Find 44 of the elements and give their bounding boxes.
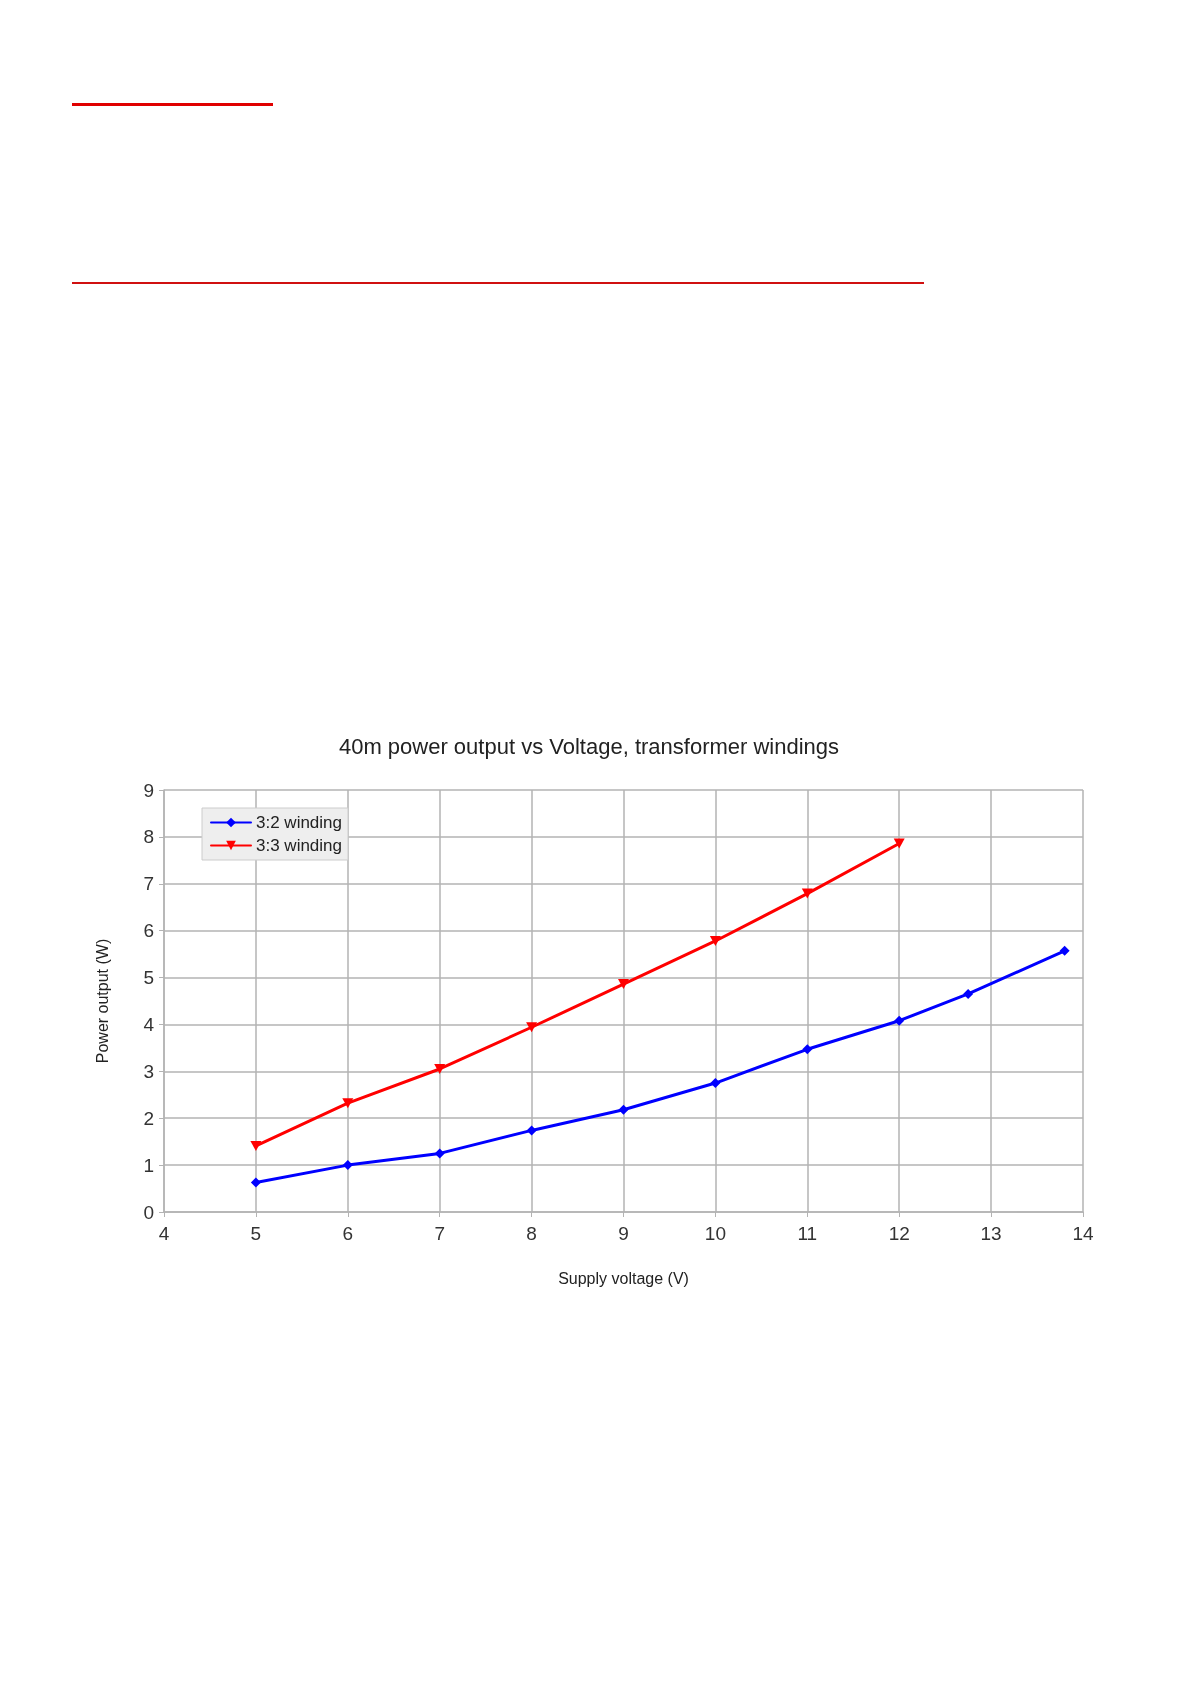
x-tick-label: 6 [342,1223,354,1244]
y-tick-label: 4 [143,1013,155,1035]
point [801,888,813,899]
point [894,1015,905,1026]
x-tick-label: 4 [158,1223,170,1244]
x-tick-label: 14 [1072,1223,1094,1244]
point [618,1104,629,1115]
point [526,1022,538,1033]
y-tick-label: 3 [143,1060,154,1082]
y-tick-label: 2 [143,1107,154,1129]
y-tick-label: 9 [143,779,154,801]
y-tick-label: 1 [143,1154,154,1176]
point [710,1078,721,1089]
x-tick-label: 12 [888,1223,910,1244]
y-tick-label: 7 [143,873,154,895]
y-tick-label: 5 [143,967,154,989]
chart-title: 40m power output vs Voltage, transformer windings [338,733,840,759]
point [526,1125,537,1136]
point [250,1177,261,1188]
x-tick-label: 11 [797,1223,818,1244]
point [618,979,629,990]
point [250,1140,262,1151]
x-tick-label: 13 [980,1223,1002,1244]
x-tick-label: 10 [704,1223,726,1244]
x-tick-label: 8 [526,1223,537,1244]
legend-label: 3:3 winding [256,836,343,855]
y-tick-label: 6 [143,920,154,942]
x-tick-label: 9 [618,1223,629,1244]
point [709,935,721,946]
point [1059,945,1070,956]
y-tick-label: 0 [143,1201,154,1223]
point [893,838,905,849]
point [434,1148,445,1159]
x-tick-label: 5 [250,1223,262,1244]
point [963,988,974,999]
x-axis-title: Supply voltage (V) [558,1269,689,1287]
legend-label: 3:2 winding [256,813,343,832]
point [434,1063,446,1074]
point [802,1044,813,1055]
point [342,1160,353,1171]
y-tick-label: 8 [143,826,154,848]
point [342,1098,354,1109]
x-tick-label: 7 [434,1223,445,1244]
y-axis-title: Power output (W) [93,938,111,1064]
